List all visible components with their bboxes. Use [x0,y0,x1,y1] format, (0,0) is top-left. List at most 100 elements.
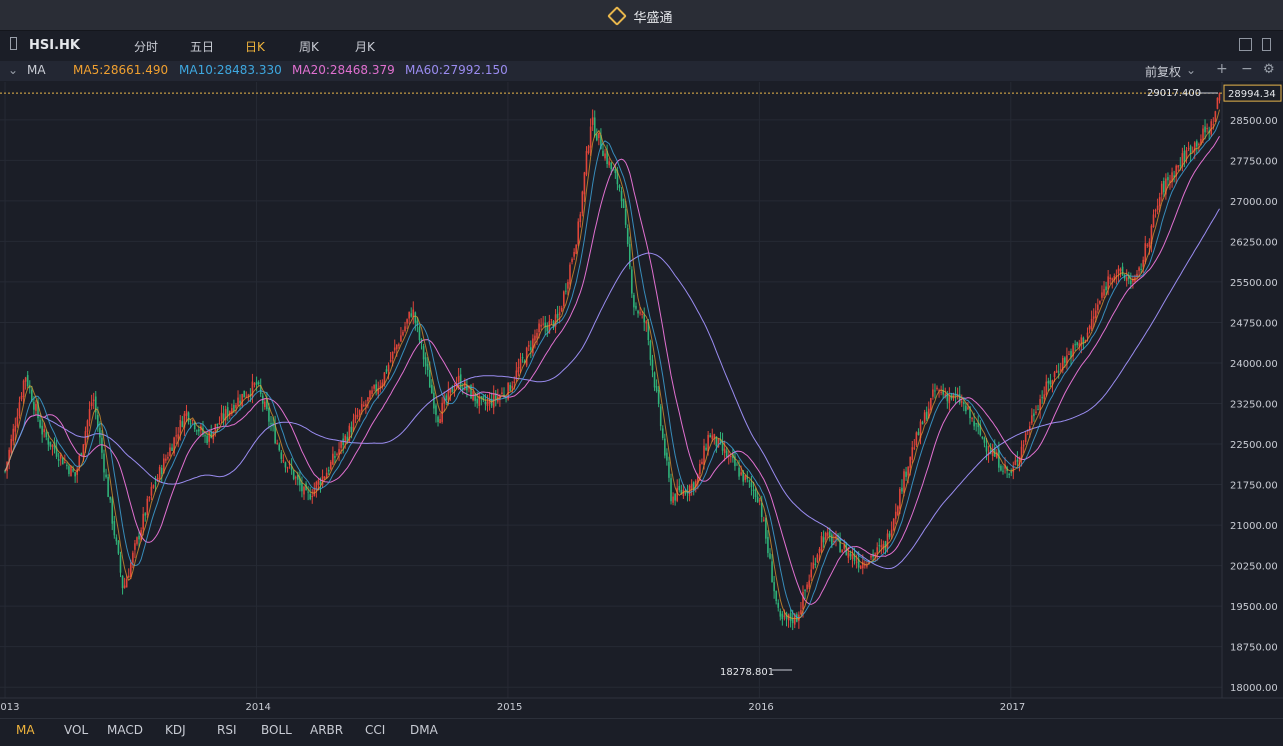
candle-body [398,344,400,346]
candle-body [719,438,722,442]
candle-body [488,398,491,404]
candle-body [443,397,446,404]
tab-daily-k[interactable]: 日K [245,40,265,54]
candle-body [1111,278,1114,281]
tab-monthly-k[interactable]: 月K [355,40,375,54]
candle-body [148,497,151,499]
y-tick-label: 18000.00 [1230,683,1278,694]
candle-body [136,537,138,544]
zoom-out-icon[interactable]: − [1241,61,1253,77]
candle-body [412,309,415,317]
candle-body [1198,143,1200,145]
candle-body [921,422,924,425]
candle-body [406,319,408,324]
candle-body [1064,357,1066,363]
candle-body [1206,127,1208,130]
candle-body [917,431,920,435]
adjust-dropdown[interactable]: 前复权 [1145,65,1182,79]
adjust-chevron-icon[interactable]: ⌄ [1186,63,1197,77]
candle-body [402,331,404,336]
candle-body [550,319,553,321]
candle-body [822,537,825,543]
y-tick-label: 26250.00 [1230,237,1278,248]
candle-body [501,392,503,395]
candle-body [158,466,161,479]
candle-body [507,382,509,400]
candle-body [1185,150,1188,159]
candle-body [1066,355,1068,364]
candle-body [43,429,46,433]
candle-body [589,126,592,148]
candle-body [346,436,349,442]
tab-vol[interactable]: VOL [64,723,89,737]
tab-ma[interactable]: MA [16,723,35,737]
candle-body [204,435,206,437]
tab-five-day[interactable]: 五日 [190,40,215,54]
candle-body [1049,380,1052,385]
candle-body [971,418,973,420]
tab-rsi[interactable]: RSI [217,723,237,737]
tab-dma[interactable]: DMA [410,723,438,737]
exit-panel-icon[interactable] [1262,38,1271,51]
candle-body [338,449,340,455]
candle-body [694,480,697,488]
candle-body [18,402,21,417]
tab-cci[interactable]: CCI [365,723,386,737]
candle-body [177,434,180,439]
candle-body [1045,381,1048,395]
main-indicator-label[interactable]: MA [27,63,46,77]
candle-body [901,487,903,492]
y-tick-label: 19500.00 [1230,602,1278,613]
candle-body [645,321,648,324]
chevron-down-icon[interactable]: ⌄ [8,63,19,77]
current-price-box [1223,84,1282,102]
candle-body [734,456,736,467]
tab-weekly-k[interactable]: 周K [299,40,319,54]
y-tick-label: 24000.00 [1230,359,1278,370]
candle-body [1012,466,1015,473]
candle-body [224,409,227,421]
candle-body [859,566,862,569]
tab-macd[interactable]: MACD [107,723,143,737]
candle-body [1097,304,1099,311]
candle-body [22,380,25,398]
candle-body [565,290,567,292]
candle-body [340,441,342,448]
candle-body [80,453,83,456]
tab-kdj[interactable]: KDJ [165,723,186,737]
candle-body [721,441,724,451]
candle-body [1068,353,1070,355]
candle-body [1084,340,1087,342]
candlestick-chart[interactable]: 28500.00 27750.00 27000.00 26250.00 25500.00… [0,82,1283,718]
y-tick-label: 21000.00 [1230,521,1278,532]
y-tick-label: 28500.00 [1230,116,1278,127]
candle-body [216,423,219,426]
settings-gear-icon[interactable]: ⚙ [1263,62,1275,77]
candle-body [251,381,254,398]
candle-body [1103,289,1105,296]
tab-arbr[interactable]: ARBR [310,723,344,737]
collapse-pane-icon[interactable] [10,37,17,50]
candle-body [1187,148,1190,150]
candle-body [70,466,72,477]
candle-body [1008,473,1010,475]
candle-body [1033,413,1035,417]
candle-body [292,470,295,480]
candle-body [195,430,198,432]
tab-boll[interactable]: BOLL [261,723,292,737]
tab-intraday[interactable]: 分时 [134,40,159,54]
candle-body [657,389,660,405]
candle-body [356,415,359,417]
candle-body [919,421,922,439]
fullscreen-icon[interactable] [1239,38,1252,51]
candle-body [408,311,410,319]
zoom-in-icon[interactable]: + [1216,61,1228,77]
candle-body [391,351,394,359]
candle-body [307,491,309,493]
candle-body [744,475,747,480]
candle-body [82,444,85,457]
candle-body [849,553,852,557]
candle-body [226,407,229,417]
candle-body [478,395,481,406]
candle-body [395,344,398,350]
